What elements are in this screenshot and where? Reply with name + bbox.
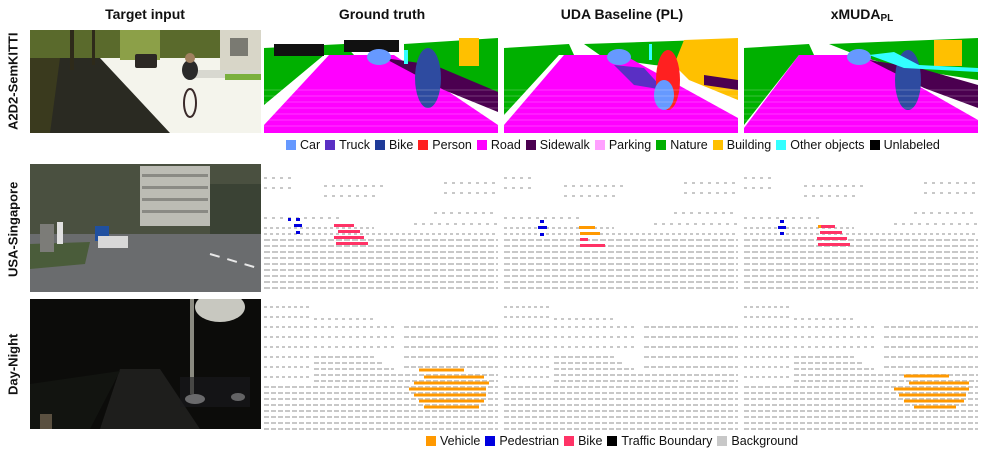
legend-item-unlabeled: Unlabeled <box>869 138 940 152</box>
legend-label: Car <box>300 138 321 152</box>
legend-item-bike: Bike <box>564 434 602 448</box>
target-input-image-usa-singapore <box>30 164 261 292</box>
legend-swatch <box>712 140 723 150</box>
legend-swatch <box>525 140 536 150</box>
row-label-a2d2-semkitti: A2D2-SemKITTI <box>5 32 21 130</box>
legend-swatch <box>374 140 385 150</box>
legend-item-bike: Bike <box>374 138 414 152</box>
legend-label: Building <box>726 138 772 152</box>
column-header-target-input: Target input <box>105 6 185 22</box>
legend-label: Background <box>731 434 799 448</box>
legend-swatch <box>594 140 605 150</box>
legend-item-car: Car <box>286 138 320 152</box>
legend-item-pedestrian: Pedestrian <box>485 434 559 448</box>
column-header-uda-baseline: UDA Baseline (PL) <box>560 6 684 22</box>
row-label-usa-singapore: USA-Singapore <box>5 181 21 277</box>
legend-swatch <box>476 140 487 150</box>
column-header-xmuda: xMUDAPL <box>742 6 982 24</box>
legend-item-building: Building <box>712 138 772 152</box>
column-header-ground-truth: Ground truth <box>338 6 426 22</box>
legend-swatch <box>776 140 787 150</box>
target-input-image-a2d2 <box>30 30 261 133</box>
legend-label: Pedestrian <box>499 434 560 448</box>
legend-a2d2-semkitti: Car Truck Bike Person Road Sidewalk Park… <box>286 138 945 152</box>
legend-item-traffic-boundary: Traffic Boundary <box>607 434 712 448</box>
legend-label: Truck <box>339 138 370 152</box>
legend-label: Person <box>432 138 472 152</box>
legend-swatch <box>656 140 667 150</box>
segmentation-uda-baseline-a2d2 <box>504 30 738 133</box>
row-label-day-night: Day-Night <box>5 333 21 395</box>
legend-swatch <box>869 140 880 150</box>
legend-item-vehicle: Vehicle <box>426 434 480 448</box>
legend-label: Sidewalk <box>539 138 590 152</box>
legend-swatch <box>564 436 575 446</box>
legend-item-nature: Nature <box>656 138 708 152</box>
xmuda-label: xMUDA <box>830 6 881 22</box>
legend-item-parking: Parking <box>594 138 652 152</box>
segmentation-uda-baseline-usa-singapore <box>504 168 738 290</box>
legend-label: Unlabeled <box>883 138 940 152</box>
legend-label: Bike <box>578 434 603 448</box>
segmentation-ground-truth-usa-singapore <box>264 168 498 290</box>
legend-item-road: Road <box>476 138 521 152</box>
legend-swatch <box>717 436 728 446</box>
legend-item-person: Person <box>418 138 472 152</box>
legend-label: Bike <box>388 138 414 152</box>
legend-swatch <box>418 140 429 150</box>
legend-nuscenes: Vehicle Pedestrian Bike Traffic Boundary… <box>426 434 803 448</box>
segmentation-ground-truth-day-night <box>264 297 498 432</box>
segmentation-xmuda-day-night <box>744 297 978 432</box>
legend-item-truck: Truck <box>325 138 370 152</box>
legend-swatch <box>426 436 436 446</box>
legend-item-sidewalk: Sidewalk <box>525 138 590 152</box>
target-input-image-day-night <box>30 299 261 429</box>
segmentation-xmuda-usa-singapore <box>744 168 978 290</box>
legend-swatch <box>485 436 496 446</box>
legend-item-other-objects: Other objects <box>776 138 865 152</box>
segmentation-uda-baseline-day-night <box>504 297 738 432</box>
legend-swatch <box>325 140 336 150</box>
legend-label: Nature <box>670 138 708 152</box>
legend-label: Road <box>490 138 521 152</box>
legend-label: Traffic Boundary <box>621 434 713 448</box>
xmuda-subscript: PL <box>880 13 894 24</box>
segmentation-ground-truth-a2d2 <box>264 30 498 133</box>
segmentation-xmuda-a2d2 <box>744 30 978 133</box>
legend-label: Other objects <box>790 138 865 152</box>
legend-label: Parking <box>608 138 652 152</box>
legend-item-background: Background <box>717 434 798 448</box>
legend-swatch <box>286 140 296 150</box>
legend-swatch <box>607 436 618 446</box>
legend-label: Vehicle <box>440 434 481 448</box>
